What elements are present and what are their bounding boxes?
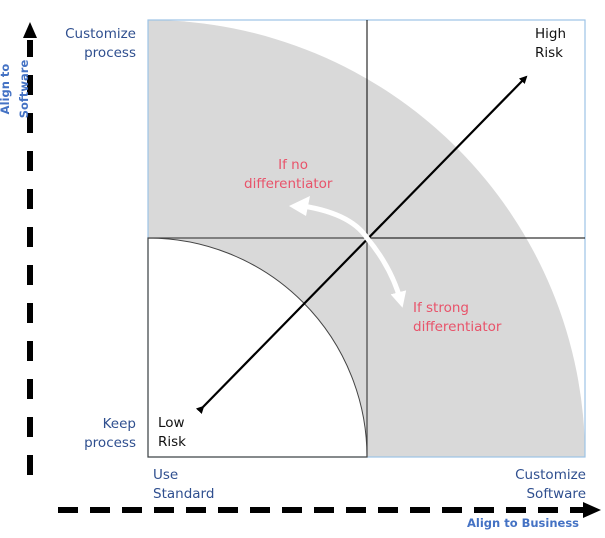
strong-differentiator-label: If strong differentiator	[413, 300, 502, 335]
x-axis-label: Align to Business	[467, 516, 580, 530]
x-axis-arrowhead	[583, 502, 601, 518]
differentiator-curved-arrow	[295, 202, 407, 308]
high-risk-label: High Risk	[535, 26, 567, 61]
y-axis-arrowhead	[23, 22, 37, 38]
no-differentiator-label: If no differentiator	[244, 157, 333, 192]
y-axis-label: Align to Software	[0, 59, 31, 119]
x-tick-right: Customize Software	[515, 467, 586, 502]
y-tick-bottom: Keep process	[84, 416, 136, 451]
low-risk-label: Low Risk	[158, 415, 186, 450]
x-tick-left: Use Standard	[153, 467, 215, 502]
y-tick-top: Customize process	[65, 26, 136, 61]
no-diff-arrowhead	[289, 196, 310, 216]
risk-arrow	[195, 75, 528, 415]
